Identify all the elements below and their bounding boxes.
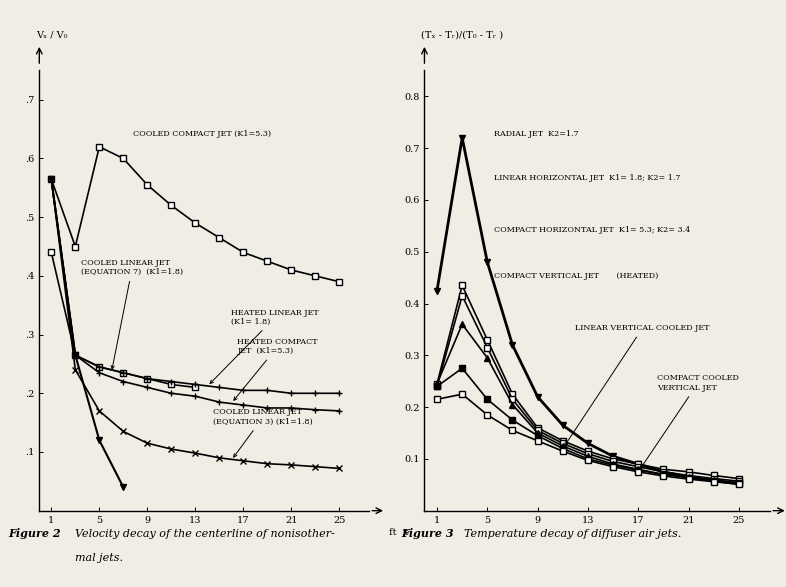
Text: COMPACT VERTICAL JET       (HEATED): COMPACT VERTICAL JET (HEATED) [494, 272, 658, 280]
Text: HEATED LINEAR JET
(K1= 1.8): HEATED LINEAR JET (K1= 1.8) [210, 309, 319, 383]
Text: Figure 2: Figure 2 [8, 528, 61, 539]
Text: RADIAL JET  K2=1.7: RADIAL JET K2=1.7 [494, 130, 578, 138]
Text: ft  x: ft x [389, 528, 409, 537]
Text: Temperature decay of diffuser air jets.: Temperature decay of diffuser air jets. [464, 529, 681, 539]
Text: COOLED COMPACT JET (K1=5.3): COOLED COMPACT JET (K1=5.3) [133, 130, 271, 138]
Text: LINEAR VERTICAL COOLED JET: LINEAR VERTICAL COOLED JET [565, 324, 710, 446]
Text: COMPACT HORIZONTAL JET  K1= 5.3; K2= 3.4: COMPACT HORIZONTAL JET K1= 5.3; K2= 3.4 [494, 225, 690, 234]
Text: COOLED LINEAR JET
(EQUATION 7)  (K1=1.8): COOLED LINEAR JET (EQUATION 7) (K1=1.8) [81, 259, 183, 369]
Text: (Tₓ - Tᵣ)/(T₀ - Tᵣ ): (Tₓ - Tᵣ)/(T₀ - Tᵣ ) [421, 31, 503, 39]
Text: HEATED COMPACT
JET  (K1=5.3): HEATED COMPACT JET (K1=5.3) [233, 338, 318, 400]
Text: Figure 3: Figure 3 [401, 528, 454, 539]
Text: COMPACT COOLED
VERTICAL JET: COMPACT COOLED VERTICAL JET [641, 375, 739, 468]
Text: Vₓ / V₀: Vₓ / V₀ [36, 31, 68, 39]
Text: Velocity decay of the centerline of nonisother-: Velocity decay of the centerline of noni… [75, 529, 335, 539]
Text: mal jets.: mal jets. [75, 552, 123, 562]
Text: COOLED LINEAR JET
(EQUATION 3) (K1=1.8): COOLED LINEAR JET (EQUATION 3) (K1=1.8) [213, 409, 313, 457]
Text: LINEAR HORIZONTAL JET  K1= 1.8; K2= 1.7: LINEAR HORIZONTAL JET K1= 1.8; K2= 1.7 [494, 174, 680, 182]
